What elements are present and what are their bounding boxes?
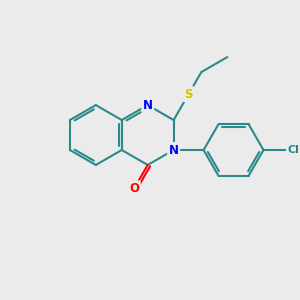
- Text: O: O: [129, 182, 139, 195]
- Text: N: N: [169, 143, 178, 157]
- Text: S: S: [184, 88, 193, 100]
- Text: N: N: [143, 99, 153, 112]
- Text: Cl: Cl: [287, 145, 299, 155]
